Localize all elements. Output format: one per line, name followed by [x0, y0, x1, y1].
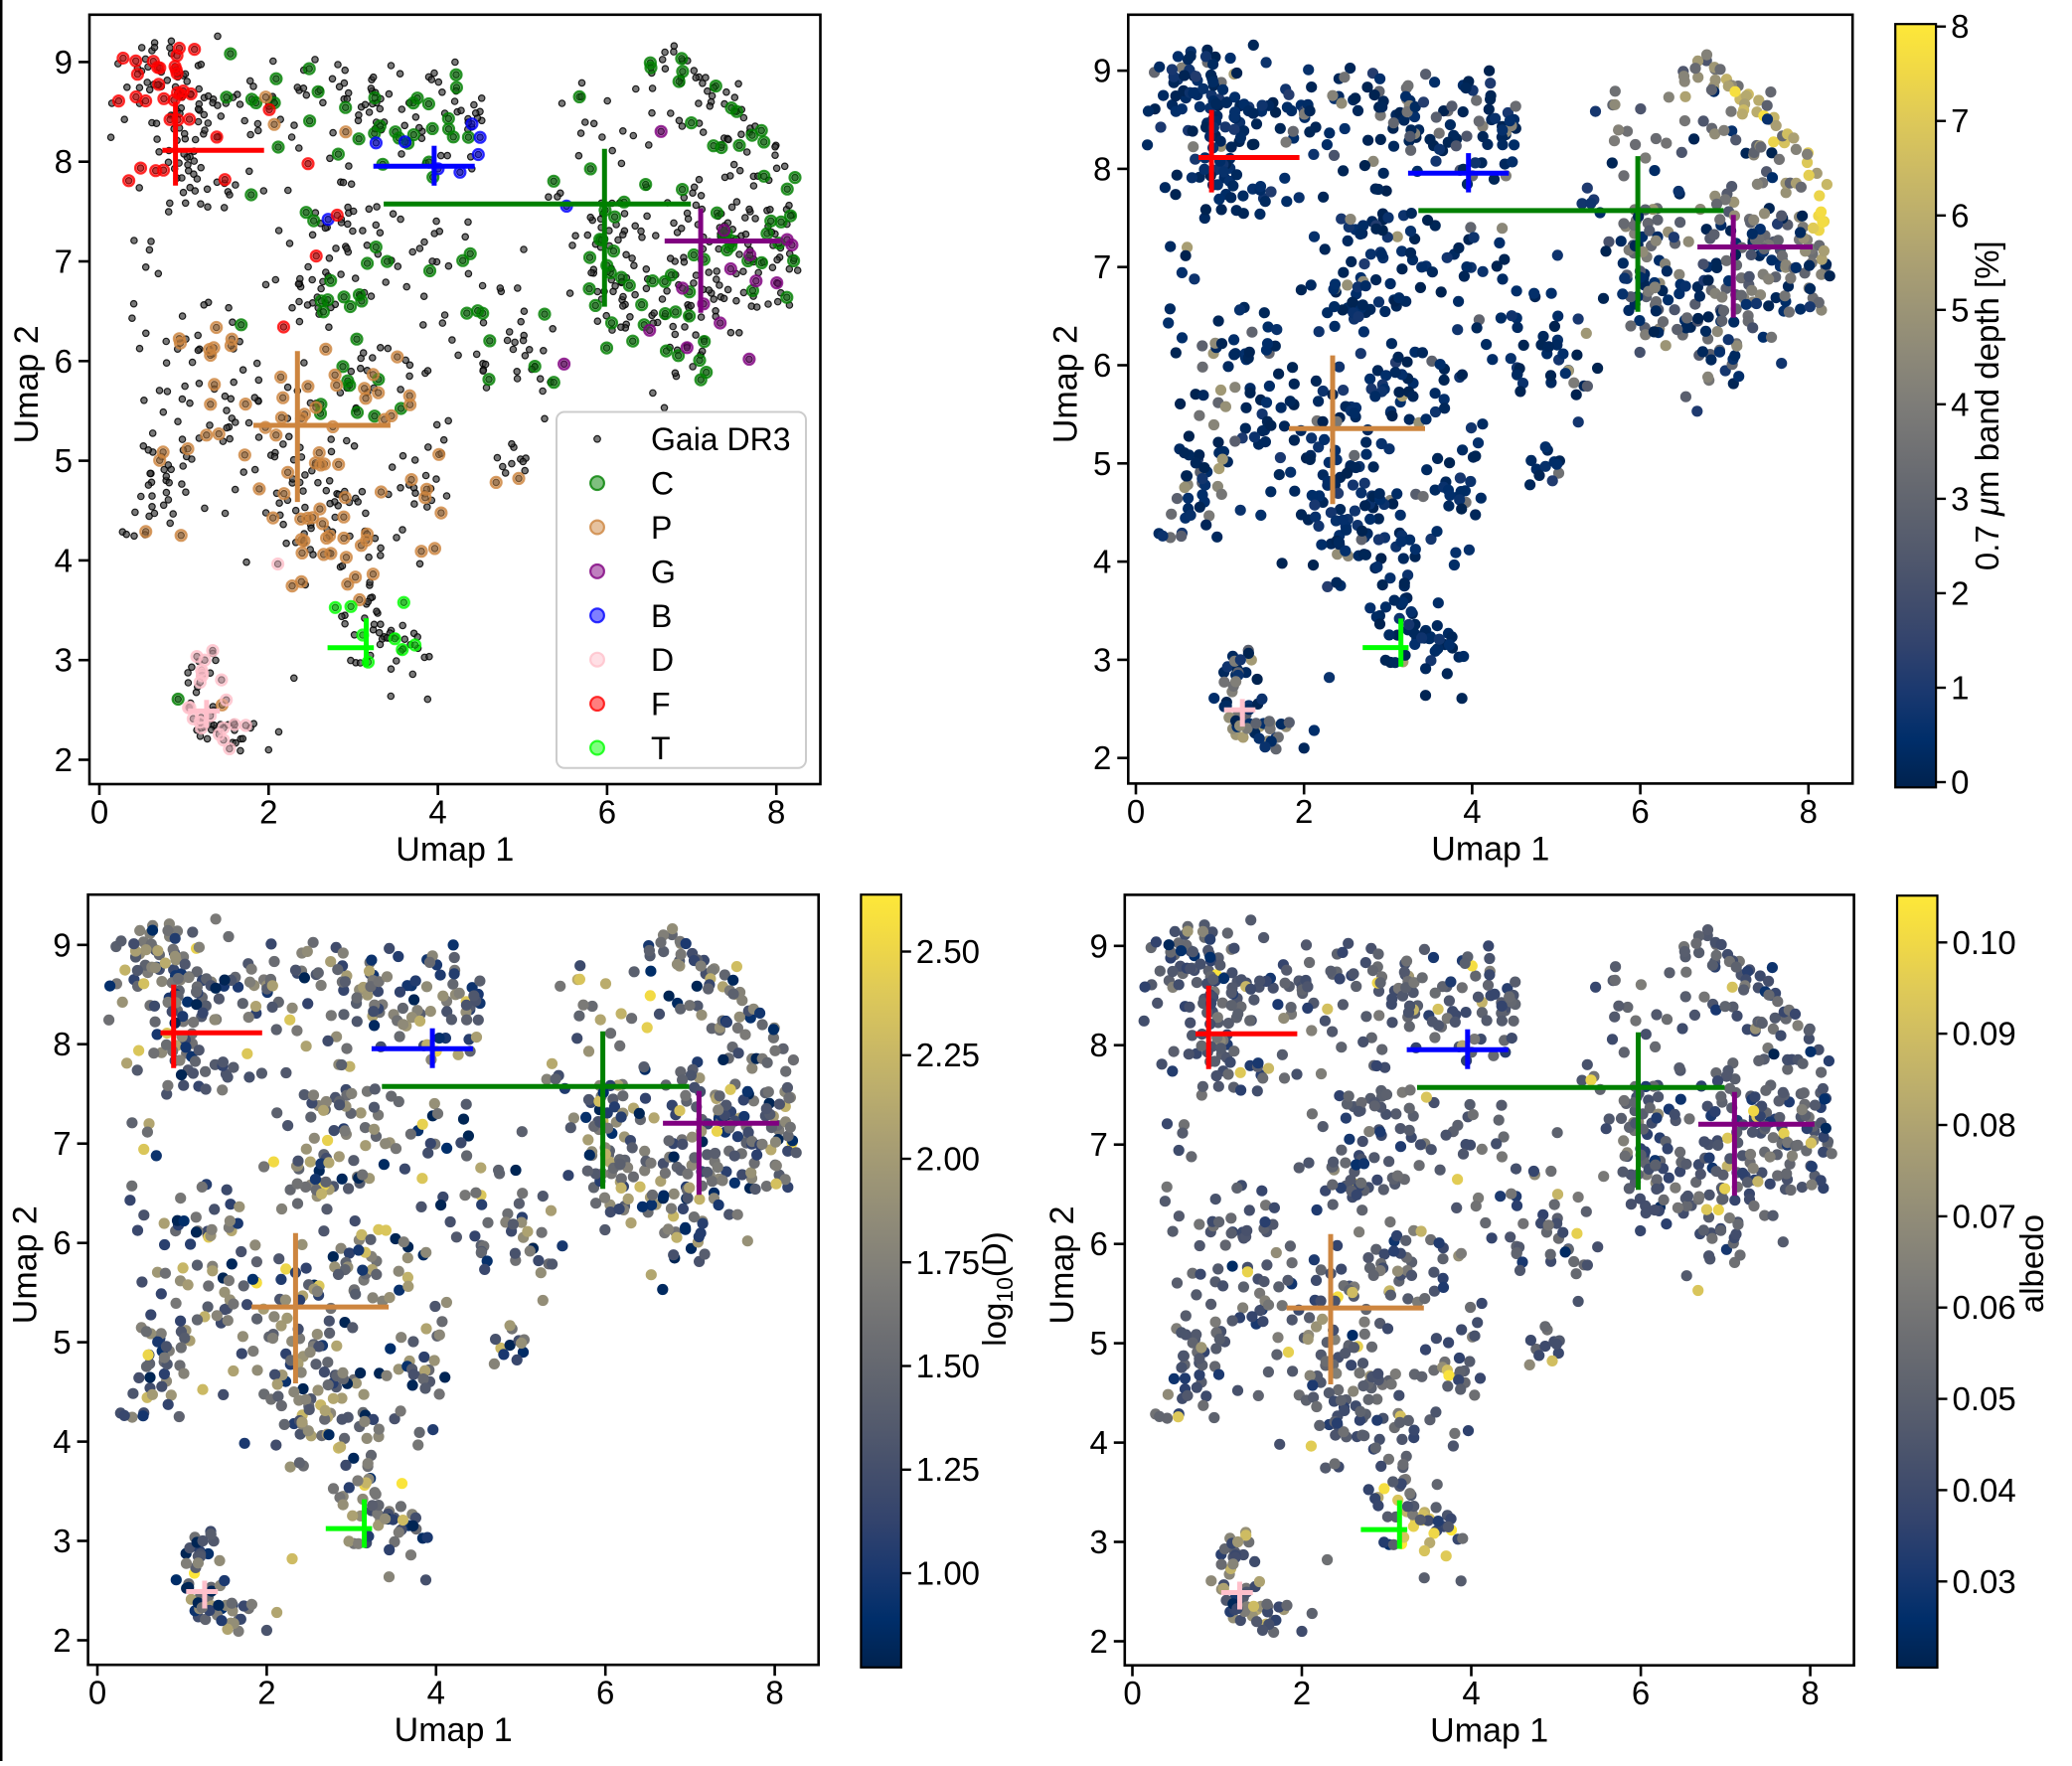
svg-text:Umap 2: Umap 2	[8, 325, 46, 443]
svg-text:2: 2	[1293, 1675, 1311, 1711]
svg-text:2: 2	[259, 794, 277, 831]
svg-text:9: 9	[1093, 53, 1111, 89]
svg-text:0: 0	[88, 1675, 106, 1711]
svg-text:4: 4	[1093, 544, 1111, 580]
svg-text:Umap 1: Umap 1	[396, 831, 514, 869]
svg-text:8: 8	[55, 143, 73, 180]
svg-text:4: 4	[55, 542, 73, 578]
svg-text:6: 6	[596, 1675, 614, 1711]
svg-text:8: 8	[1093, 150, 1111, 187]
svg-text:3: 3	[53, 1523, 71, 1559]
svg-text:8: 8	[1801, 1675, 1819, 1711]
svg-text:5: 5	[1089, 1325, 1107, 1362]
svg-text:2: 2	[1093, 739, 1111, 776]
svg-text:9: 9	[1089, 927, 1107, 964]
svg-text:6: 6	[1093, 347, 1111, 384]
svg-text:8: 8	[1089, 1027, 1107, 1063]
svg-text:2: 2	[53, 1622, 71, 1659]
svg-text:7: 7	[1089, 1126, 1107, 1163]
svg-text:3: 3	[1089, 1524, 1107, 1560]
svg-text:5: 5	[55, 442, 73, 479]
svg-text:C: C	[651, 466, 674, 502]
svg-text:F: F	[651, 687, 671, 722]
svg-text:4: 4	[1463, 793, 1481, 830]
svg-text:Umap 1: Umap 1	[1430, 1712, 1548, 1750]
svg-text:Umap 2: Umap 2	[7, 1205, 45, 1324]
svg-text:Gaia DR3: Gaia DR3	[651, 421, 791, 457]
svg-text:Umap 2: Umap 2	[1046, 325, 1084, 443]
svg-text:4: 4	[427, 1675, 445, 1711]
svg-text:P: P	[651, 510, 672, 546]
svg-text:2: 2	[55, 741, 73, 778]
svg-text:B: B	[651, 598, 672, 634]
svg-text:0: 0	[90, 794, 108, 831]
svg-text:4: 4	[1462, 1675, 1480, 1711]
svg-text:3: 3	[1093, 641, 1111, 678]
svg-text:2: 2	[1089, 1623, 1107, 1660]
svg-text:2: 2	[257, 1675, 275, 1711]
svg-text:8: 8	[53, 1026, 71, 1062]
svg-text:6: 6	[598, 794, 616, 831]
svg-text:6: 6	[53, 1224, 71, 1261]
svg-text:4: 4	[428, 794, 446, 831]
svg-text:4: 4	[53, 1423, 71, 1460]
svg-text:7: 7	[1093, 248, 1111, 285]
svg-text:7: 7	[53, 1125, 71, 1162]
svg-text:6: 6	[1089, 1225, 1107, 1262]
svg-text:6: 6	[1632, 1675, 1650, 1711]
svg-text:Umap 1: Umap 1	[1431, 830, 1549, 868]
svg-text:9: 9	[53, 926, 71, 963]
svg-text:Umap 2: Umap 2	[1043, 1205, 1081, 1324]
svg-text:5: 5	[1093, 445, 1111, 482]
svg-text:2: 2	[1295, 793, 1313, 830]
svg-text:G: G	[651, 554, 676, 589]
svg-text:0: 0	[1123, 1675, 1141, 1711]
svg-text:4: 4	[1089, 1424, 1107, 1461]
svg-text:T: T	[651, 730, 671, 766]
svg-text:5: 5	[53, 1324, 71, 1361]
svg-text:D: D	[651, 642, 674, 678]
svg-text:3: 3	[55, 642, 73, 679]
svg-text:6: 6	[55, 343, 73, 380]
svg-text:9: 9	[55, 44, 73, 80]
svg-text:8: 8	[765, 1675, 783, 1711]
svg-text:0: 0	[1127, 793, 1145, 830]
svg-text:6: 6	[1631, 793, 1649, 830]
svg-text:8: 8	[1800, 793, 1818, 830]
svg-text:7: 7	[55, 243, 73, 280]
svg-text:Umap 1: Umap 1	[395, 1711, 513, 1749]
svg-text:8: 8	[767, 794, 785, 831]
